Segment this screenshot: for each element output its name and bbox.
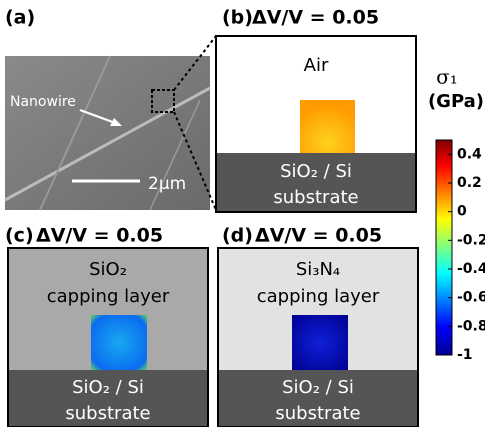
substrate-label: substrate	[275, 403, 360, 424]
scale-label: 2μm	[148, 174, 186, 194]
panel-label: (d)	[222, 225, 253, 247]
substrate	[219, 370, 417, 426]
region-label: Air	[304, 55, 329, 76]
arrow	[79, 109, 119, 125]
condition: ΔV/V = 0.05	[255, 225, 382, 247]
region-label: capping layer	[47, 286, 170, 307]
nanowire-section	[300, 100, 355, 153]
substrate-label: substrate	[65, 403, 150, 424]
scratch	[149, 99, 201, 211]
scratch	[39, 55, 111, 211]
colorbar-tick-label: 0.4	[457, 146, 482, 162]
colorbar-tick-label: 0.2	[457, 175, 482, 191]
colorbar-tick-label: -0.8	[457, 318, 485, 334]
nanowire	[4, 86, 211, 202]
colorbar-tick-label: -0.4	[457, 261, 485, 277]
sem-image	[5, 56, 210, 210]
region-label: Si₃N₄	[296, 259, 340, 280]
colorbar-tick-label: -0.6	[457, 290, 485, 306]
substrate-label: SiO₂ / Si	[72, 377, 144, 398]
colorbar-tick-label: -1	[457, 347, 473, 363]
region-label: capping layer	[257, 286, 380, 307]
annotation: Nanowire	[10, 94, 76, 110]
nanowire-section	[292, 315, 348, 370]
condition: ΔV/V = 0.05	[36, 225, 163, 247]
panel-label: (b)	[222, 7, 253, 29]
substrate	[217, 153, 415, 211]
colorbar-title: σ₁	[436, 65, 458, 89]
colorbar-tick-label: 0	[457, 204, 467, 220]
colorbar-unit: (GPa)	[428, 91, 484, 112]
region-label: SiO₂	[89, 259, 127, 280]
substrate-label: SiO₂ / Si	[282, 377, 354, 398]
substrate	[9, 370, 207, 426]
colorbar-tick-label: -0.2	[457, 232, 485, 248]
condition: ΔV/V = 0.05	[252, 7, 379, 29]
arrow-head	[110, 118, 122, 126]
nanowire-section	[91, 315, 147, 370]
zoom-box	[151, 89, 175, 113]
panel-label: (a)	[5, 7, 35, 29]
substrate-label: SiO₂ / Si	[280, 161, 352, 182]
colorbar	[435, 139, 453, 356]
substrate-label: substrate	[273, 187, 358, 208]
panel-label: (c)	[5, 225, 34, 247]
